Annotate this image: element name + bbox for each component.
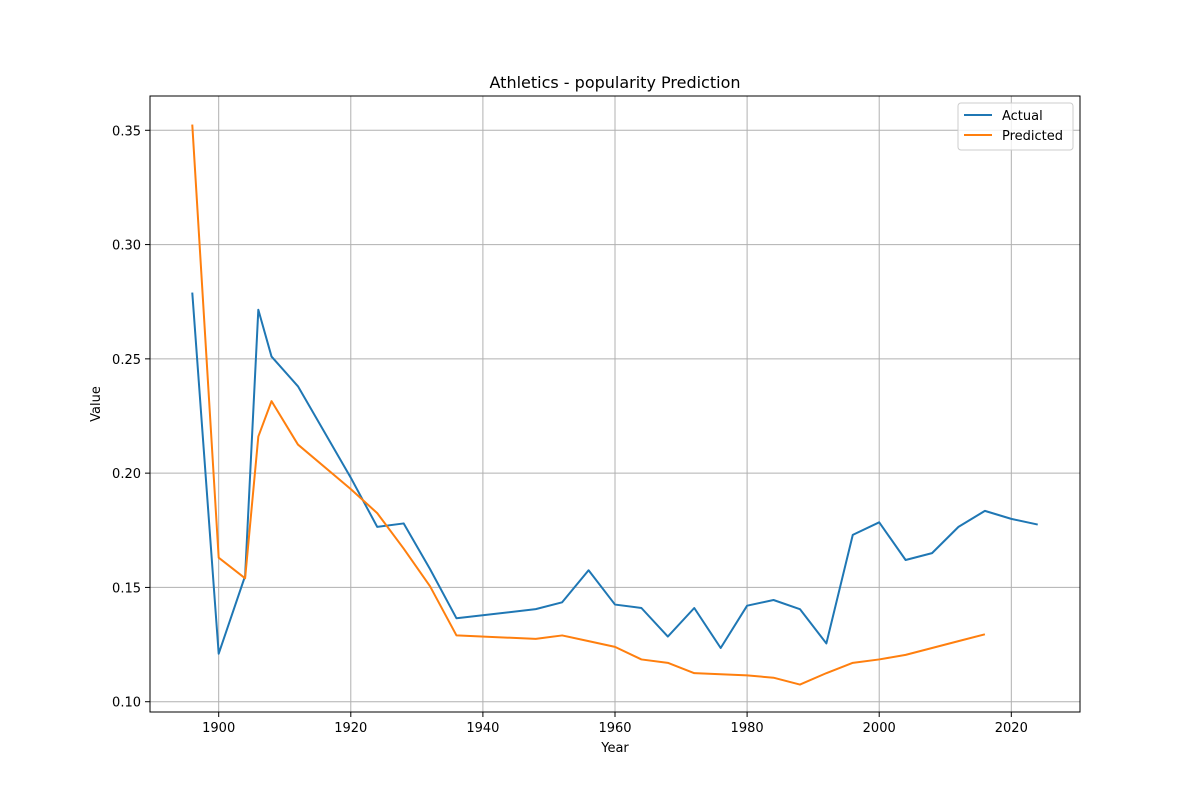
y-tick-label: 0.35 bbox=[112, 124, 141, 139]
x-tick-label: 1940 bbox=[466, 721, 499, 736]
y-tick-label: 0.15 bbox=[112, 581, 141, 596]
series-line-actual bbox=[191, 292, 1038, 655]
series-line-predicted bbox=[191, 124, 986, 686]
legend-label-actual: Actual bbox=[1002, 109, 1043, 124]
x-tick-label: 1920 bbox=[334, 721, 367, 736]
x-tick-label: 2000 bbox=[863, 721, 896, 736]
y-axis-label: Value bbox=[89, 386, 104, 422]
chart-title: Athletics - popularity Prediction bbox=[490, 73, 741, 92]
series-layer bbox=[191, 124, 1038, 686]
x-tick-label: 1980 bbox=[731, 721, 764, 736]
x-axis-label: Year bbox=[600, 741, 629, 756]
y-tick-label: 0.10 bbox=[112, 696, 141, 711]
y-tick-label: 0.25 bbox=[112, 353, 141, 368]
legend-label-predicted: Predicted bbox=[1002, 129, 1063, 144]
x-tick-label: 1960 bbox=[598, 721, 631, 736]
legend: Actual Predicted bbox=[957, 102, 1074, 151]
x-axis: 1900 1920 1940 1960 1980 2000 2020 bbox=[202, 712, 1028, 736]
y-tick-label: 0.20 bbox=[112, 467, 141, 482]
y-axis: 0.10 0.15 0.20 0.25 0.30 0.35 bbox=[112, 124, 150, 711]
x-tick-label: 1900 bbox=[202, 721, 235, 736]
grid bbox=[150, 96, 1080, 712]
x-tick-label: 2020 bbox=[995, 721, 1028, 736]
y-tick-label: 0.30 bbox=[112, 239, 141, 254]
